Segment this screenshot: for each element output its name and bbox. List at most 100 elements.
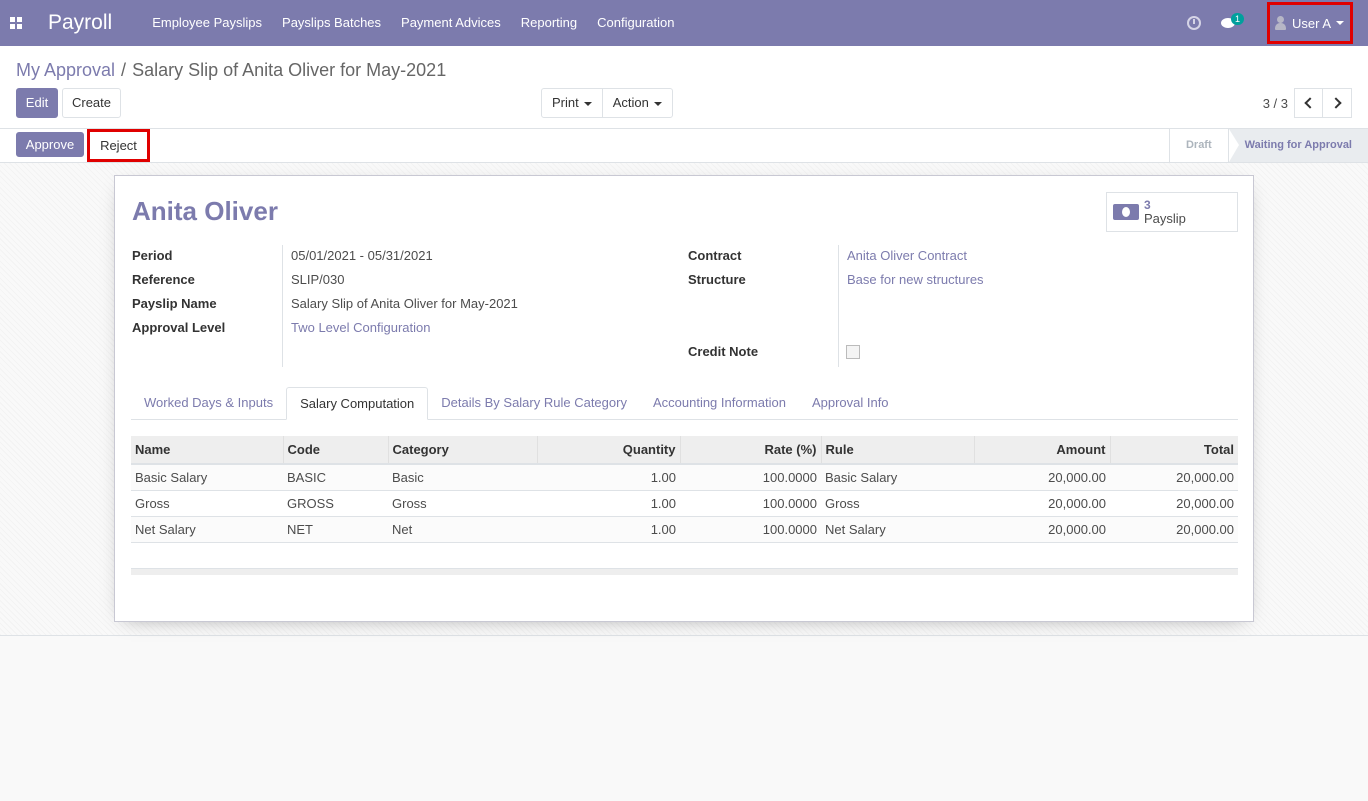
column-header[interactable]: Code — [282, 436, 388, 465]
chat-icon — [1220, 18, 1235, 28]
approve-button[interactable]: Approve — [16, 132, 84, 157]
column-header[interactable]: Name — [131, 436, 283, 465]
tab-accounting-information[interactable]: Accounting Information — [652, 395, 786, 410]
cell-total: 20,000.00 — [1110, 464, 1238, 491]
activity-clock-icon[interactable] — [1186, 16, 1201, 30]
edit-button[interactable]: Edit — [16, 88, 58, 118]
caret-down-icon — [583, 101, 592, 106]
cell-rate: 100.0000 — [680, 464, 821, 491]
tab-salary-computation[interactable]: Salary Computation — [286, 387, 429, 420]
create-button[interactable]: Create — [62, 88, 121, 118]
cell-total: 20,000.00 — [1110, 516, 1238, 543]
menu-employee-payslips[interactable]: Employee Payslips — [152, 15, 263, 30]
cell-quantity: 1.00 — [537, 490, 680, 517]
caret-down-icon — [653, 101, 662, 106]
systray: 1 User A — [1186, 0, 1368, 46]
structure-label: Structure — [688, 272, 746, 287]
column-header[interactable]: Total — [1109, 436, 1238, 465]
top-navbar: Payroll Employee Payslips Payslips Batch… — [0, 0, 1368, 46]
cell-quantity: 1.00 — [537, 464, 680, 491]
breadcrumb-current: Salary Slip of Anita Oliver for May-2021 — [132, 60, 447, 80]
pager-value[interactable]: 3 / 3 — [1262, 95, 1288, 111]
chat-badge: 1 — [1230, 13, 1244, 25]
payslip-name-value[interactable]: Salary Slip of Anita Oliver for May-2021 — [291, 296, 518, 311]
payslip-count: 3 — [1144, 198, 1151, 212]
cell-category: Gross — [388, 490, 537, 517]
money-icon — [1113, 204, 1139, 220]
approval-level-value[interactable]: Two Level Configuration — [291, 320, 431, 335]
column-header[interactable]: Quantity — [536, 436, 680, 465]
column-header[interactable]: Rate (%) — [679, 436, 821, 465]
salary-computation-table: Name Code Category Quantity Rate (%) Rul… — [131, 436, 1238, 543]
chevron-right-icon — [1329, 97, 1342, 109]
employee-name[interactable]: Anita Oliver — [132, 196, 278, 226]
cell-code: GROSS — [283, 490, 388, 517]
print-action-group: Print Action — [541, 88, 673, 118]
stage-waiting-approval: Waiting for Approval — [1227, 129, 1368, 162]
column-header[interactable]: Category — [387, 436, 537, 465]
cell-amount: 20,000.00 — [974, 464, 1110, 491]
control-panel: My Approval / Salary Slip of Anita Olive… — [0, 46, 1368, 129]
print-dropdown[interactable]: Print — [542, 89, 602, 117]
field-divider — [838, 245, 839, 367]
cell-total: 20,000.00 — [1110, 490, 1238, 517]
column-header[interactable]: Amount — [973, 436, 1110, 465]
cell-amount: 20,000.00 — [974, 516, 1110, 543]
menu-payslips-batches[interactable]: Payslips Batches — [282, 15, 382, 30]
approval-level-label: Approval Level — [132, 320, 226, 335]
payslip-label: Payslip — [1144, 211, 1186, 226]
action-dropdown[interactable]: Action — [601, 89, 672, 117]
reference-label: Reference — [132, 272, 195, 287]
cell-rate: 100.0000 — [680, 490, 821, 517]
breadcrumb-parent[interactable]: My Approval — [16, 60, 116, 80]
caret-down-icon — [1336, 21, 1344, 25]
status-stages: Draft Waiting for Approval — [1168, 129, 1368, 162]
cell-rule: Net Salary — [821, 516, 974, 543]
form-statusbar: Approve Reject Draft Waiting for Approva… — [0, 129, 1368, 163]
period-label: Period — [132, 248, 173, 263]
app-brand[interactable]: Payroll — [48, 11, 113, 34]
cell-name: Net Salary — [131, 516, 283, 543]
table-row[interactable]: Basic Salary BASIC Basic 1.00 100.0000 B… — [131, 464, 1238, 491]
cell-amount: 20,000.00 — [974, 490, 1110, 517]
field-divider — [282, 245, 283, 367]
breadcrumb: My Approval / Salary Slip of Anita Olive… — [16, 60, 446, 81]
reject-button[interactable]: Reject — [87, 129, 150, 162]
tab-worked-days-inputs[interactable]: Worked Days & Inputs — [144, 395, 274, 410]
table-row[interactable]: Net Salary NET Net 1.00 100.0000 Net Sal… — [131, 516, 1238, 543]
credit-note-checkbox[interactable] — [846, 345, 860, 359]
user-menu[interactable]: User A — [1266, 2, 1353, 44]
period-value[interactable]: 05/01/2021 - 05/31/2021 — [291, 248, 433, 263]
print-label: Print — [552, 95, 579, 110]
table-footer — [131, 568, 1238, 575]
form-sheet: Anita Oliver 3 Payslip Period 05/01/2021… — [114, 175, 1254, 622]
column-header[interactable]: Rule — [820, 436, 974, 465]
main-menu: Employee Payslips Payslips Batches Payme… — [142, 0, 684, 46]
cell-rate: 100.0000 — [680, 516, 821, 543]
pager-previous-button[interactable] — [1294, 88, 1323, 118]
cell-rule: Basic Salary — [821, 464, 974, 491]
tab-approval-info[interactable]: Approval Info — [811, 395, 889, 410]
tab-details-by-category[interactable]: Details By Salary Rule Category — [441, 395, 627, 410]
payslip-smart-button[interactable]: 3 Payslip — [1106, 192, 1238, 232]
action-label: Action — [612, 95, 649, 110]
table-row[interactable]: Gross GROSS Gross 1.00 100.0000 Gross 20… — [131, 490, 1238, 517]
apps-menu-icon[interactable] — [0, 0, 32, 46]
user-name: User A — [1291, 15, 1331, 31]
notebook-tabs: Worked Days & Inputs Salary Computation … — [131, 387, 1238, 420]
cell-rule: Gross — [821, 490, 974, 517]
contract-value[interactable]: Anita Oliver Contract — [847, 248, 967, 263]
payslip-name-label: Payslip Name — [132, 296, 217, 311]
menu-configuration[interactable]: Configuration — [597, 15, 675, 30]
menu-payment-advices[interactable]: Payment Advices — [401, 15, 501, 30]
menu-reporting[interactable]: Reporting — [520, 15, 578, 30]
pager: 3 / 3 — [1263, 88, 1352, 118]
reference-value[interactable]: SLIP/030 — [291, 272, 345, 287]
structure-value[interactable]: Base for new structures — [847, 272, 984, 287]
cell-code: BASIC — [283, 464, 388, 491]
stage-draft: Draft — [1168, 129, 1228, 162]
messaging-menu[interactable]: 1 — [1220, 13, 1244, 33]
contract-label: Contract — [688, 248, 742, 263]
form-background: Anita Oliver 3 Payslip Period 05/01/2021… — [0, 163, 1368, 636]
pager-next-button[interactable] — [1323, 88, 1352, 118]
